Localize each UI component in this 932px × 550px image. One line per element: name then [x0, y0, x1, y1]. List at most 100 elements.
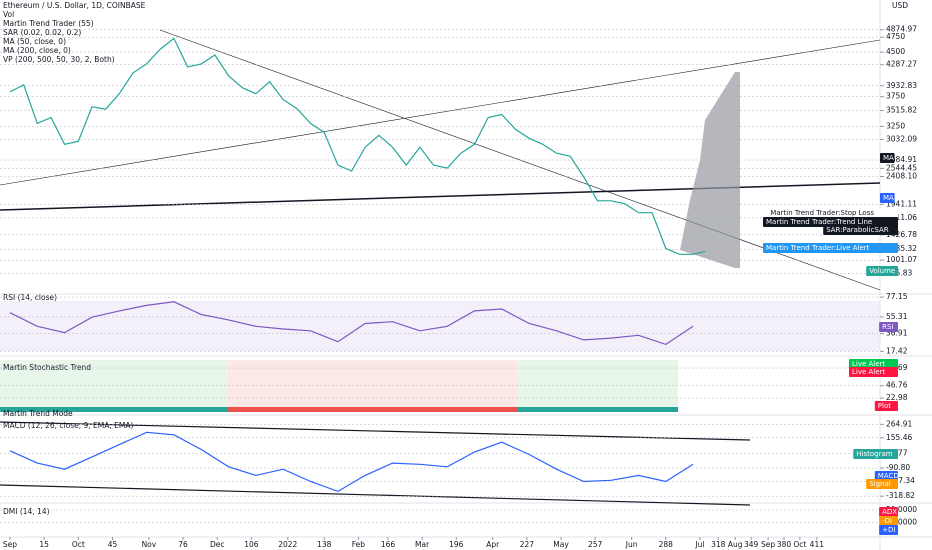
badge [880, 153, 895, 163]
trend-mode-bar [228, 407, 518, 412]
badge-label: Plot [878, 402, 891, 410]
axis-label: 25.0000 [886, 518, 917, 527]
axis-label: 4750 [886, 32, 905, 41]
time-label: 2022 [278, 540, 297, 549]
badge [853, 449, 898, 459]
time-label: 106 [244, 540, 259, 549]
badge-label: -DI [882, 517, 892, 525]
badge-label: RSI [882, 323, 893, 331]
time-label: Sep [3, 540, 17, 549]
axis-label: 4287.27 [886, 60, 917, 69]
time-label: 318 [711, 540, 726, 549]
indicator-label: VP (200, 500, 50, 30, 2, Both) [3, 55, 115, 64]
badge-label: Live Alert [852, 360, 885, 368]
axis-label: 46.76 [886, 381, 908, 390]
time-label: 349 [744, 540, 759, 549]
badge-label: Signal [869, 480, 891, 488]
symbol-title: Ethereum / U.S. Dollar, 1D, COINBASE [3, 1, 146, 10]
axis-label: 4874.97 [886, 25, 917, 34]
axis-label: 775.83 [886, 269, 912, 278]
panel-title: Martin Stochastic Trend [3, 363, 91, 372]
axis-label: 155.46 [886, 433, 912, 442]
badge-label: Martin Trend Trader:Trend Line [766, 218, 872, 226]
axis-label: 1426.78 [886, 230, 917, 239]
badge [763, 243, 898, 253]
badge [823, 225, 898, 235]
axis-label: 50.0000 [886, 505, 917, 514]
indicator-label: MA (200, close, 0) [3, 46, 71, 55]
indicator-label: SAR (0.02, 0.02, 0.2) [3, 28, 81, 37]
time-label: Dec [210, 540, 225, 549]
axis-label: 2408.10 [886, 171, 917, 180]
badge-label: Volume [869, 267, 895, 275]
axis-label: 4500 [886, 47, 905, 56]
time-label: 15 [39, 540, 49, 549]
series-line [9, 37, 706, 255]
series-line [9, 301, 694, 346]
axis-label: -318.82 [886, 491, 915, 500]
axis-label: 77.15 [886, 292, 908, 301]
badge-label: Live Alert [852, 368, 885, 376]
panel-title: DMI (14, 14) [3, 507, 50, 516]
badge-label: MACD [878, 472, 899, 480]
time-label: Sep [761, 540, 775, 549]
badge [879, 507, 898, 517]
axis-label: 3032.09 [886, 134, 917, 143]
time-label: 196 [449, 540, 464, 549]
axis-label: 3932.83 [886, 81, 917, 90]
badge [763, 217, 898, 227]
time-label: Oct [72, 540, 85, 549]
axis-label: 3515.82 [886, 106, 917, 115]
badge [880, 193, 895, 203]
volume-profile [680, 72, 740, 268]
axis-label: 2544.45 [886, 163, 917, 172]
time-label: Jun [625, 540, 638, 549]
time-label: 257 [588, 540, 603, 549]
legend: Ethereum / U.S. Dollar, 1D, COINBASE [3, 1, 146, 10]
axis-label: 1711.06 [886, 213, 917, 222]
badge [879, 516, 898, 526]
axis-label: 3750 [886, 92, 905, 101]
badge-label: MA [883, 154, 894, 162]
badge-label: Martin Trend Trader:Live Alert [766, 244, 870, 252]
time-label: Feb [352, 540, 366, 549]
time-label: Jul [694, 540, 704, 549]
badge [849, 359, 898, 369]
axis-label: 264.91 [886, 419, 912, 428]
time-label: 138 [317, 540, 332, 549]
panel-title: MACD (12, 26, close, 9, EMA, EMA) [3, 421, 133, 430]
currency: USD [892, 1, 908, 10]
stoch-bg-green [518, 360, 678, 408]
time-label: May [553, 540, 569, 549]
indicator-label: MA (50, close, 0) [3, 37, 66, 46]
badge [767, 208, 898, 218]
axis-label: 17.42 [886, 346, 908, 355]
badge [874, 401, 898, 411]
time-label: Aug [728, 540, 743, 549]
time-label: 45 [108, 540, 118, 549]
time-label: Mar [415, 540, 430, 549]
badge [849, 367, 898, 377]
badge [866, 479, 898, 489]
panel-title: Martin Trend Mode [3, 409, 73, 418]
series-line [9, 431, 694, 493]
time-label: 227 [520, 540, 535, 549]
time-label: Nov [142, 540, 157, 549]
axis-label: 36.91 [886, 329, 908, 338]
axis-label: 1001.07 [886, 255, 917, 264]
time-label: 380 [777, 540, 792, 549]
time-label: 411 [810, 540, 825, 549]
badge-label: Martin Trend Trader:Stop Loss [770, 209, 874, 217]
badge-label: MA [883, 194, 894, 202]
axis-label: -90.80 [886, 463, 910, 472]
axis-label: -197.34 [886, 476, 915, 485]
badge [874, 471, 898, 481]
axis-label: 3250 [886, 121, 905, 130]
axis-label: 1185.32 [886, 244, 917, 253]
badge [879, 525, 898, 535]
time-label: 166 [381, 540, 396, 549]
axis-label: 1941.11 [886, 199, 917, 208]
time-label: Apr [486, 540, 500, 549]
time-label: 288 [659, 540, 674, 549]
